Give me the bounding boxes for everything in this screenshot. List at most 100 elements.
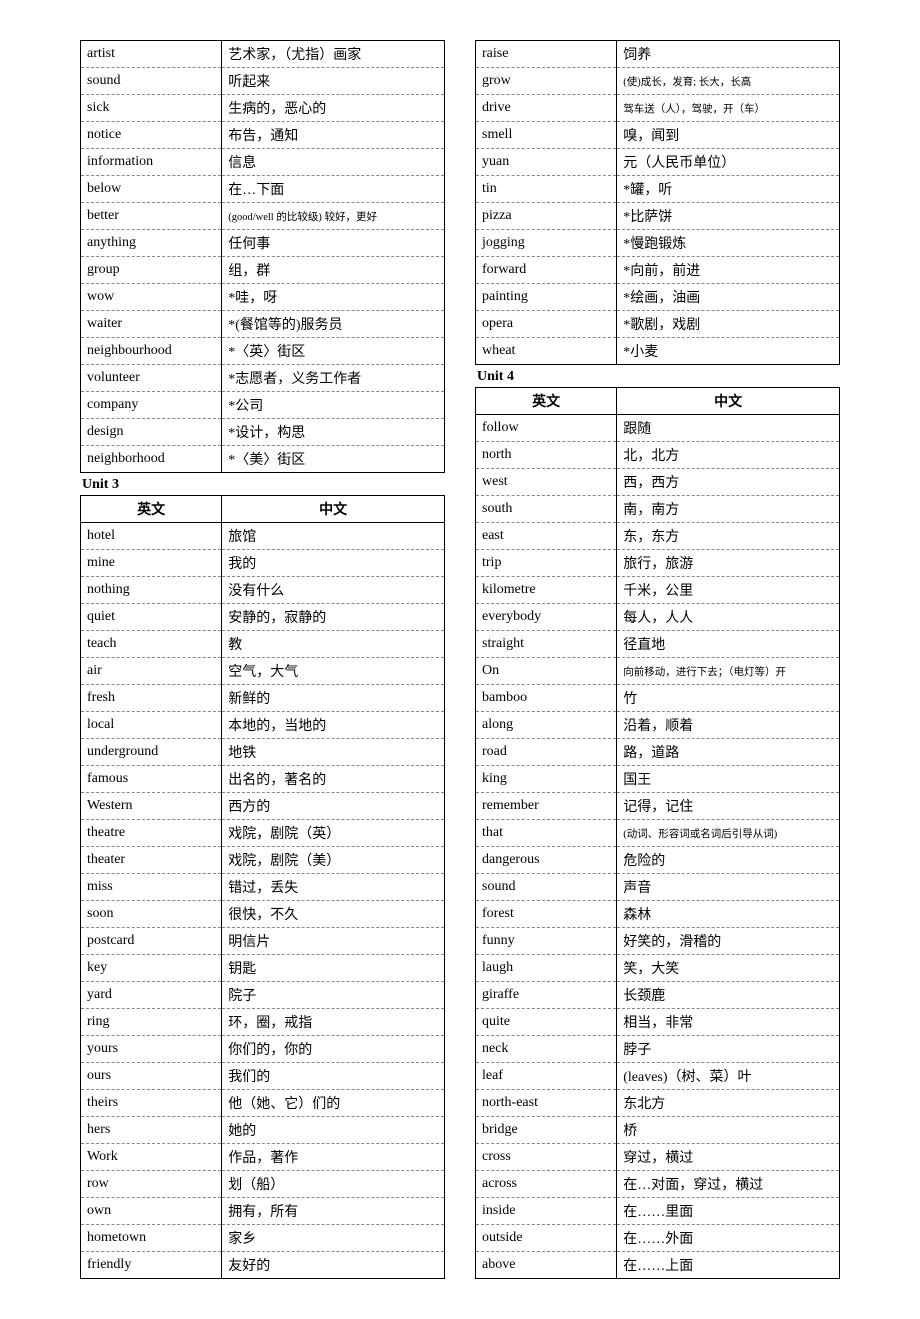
- table-row: nothing没有什么: [81, 577, 445, 604]
- vocab-cn: 脖子: [617, 1036, 840, 1063]
- table-row: neighborhood*〈美〉街区: [81, 446, 445, 473]
- table-row: row划（船）: [81, 1171, 445, 1198]
- vocab-cn: 东北方: [617, 1090, 840, 1117]
- table-row: east东，东方: [476, 523, 840, 550]
- vocab-en: quite: [476, 1009, 617, 1036]
- vocab-cn: *设计，构思: [222, 419, 445, 446]
- vocab-en: road: [476, 739, 617, 766]
- vocab-en: follow: [476, 415, 617, 442]
- table-row: pizza*比萨饼: [476, 203, 840, 230]
- vocab-cn: *哇，呀: [222, 284, 445, 311]
- vocab-en: wheat: [476, 338, 617, 365]
- vocab-cn: *(餐馆等的)服务员: [222, 311, 445, 338]
- vocab-en: postcard: [81, 928, 222, 955]
- table-row: wheat*小麦: [476, 338, 840, 365]
- table-row: below在…下面: [81, 176, 445, 203]
- vocab-en: mine: [81, 550, 222, 577]
- table-row: raise饲养: [476, 41, 840, 68]
- unit3-title: Unit 3: [80, 473, 445, 495]
- vocab-cn: 驾车送（人），驾驶，开（车）: [617, 95, 840, 122]
- vocab-cn: (动词、形容词或名词后引导从词): [617, 820, 840, 847]
- vocab-cn: 嗅，闻到: [617, 122, 840, 149]
- table-row: artist艺术家，（尤指）画家: [81, 41, 445, 68]
- vocab-cn: (leaves)（树、菜）叶: [617, 1063, 840, 1090]
- vocab-cn: 他（她、它）们的: [222, 1090, 445, 1117]
- table-row: own拥有，所有: [81, 1198, 445, 1225]
- vocab-en: neighborhood: [81, 446, 222, 473]
- vocab-cn: 相当，非常: [617, 1009, 840, 1036]
- vocab-cn: *歌剧，戏剧: [617, 311, 840, 338]
- table-row: above在……上面: [476, 1252, 840, 1279]
- vocab-en: trip: [476, 550, 617, 577]
- table-row: smell嗅，闻到: [476, 122, 840, 149]
- vocab-cn: 新鲜的: [222, 685, 445, 712]
- table-row: Western西方的: [81, 793, 445, 820]
- table-row: jogging*慢跑锻炼: [476, 230, 840, 257]
- table-row: group组，群: [81, 257, 445, 284]
- vocab-cn: 旅行，旅游: [617, 550, 840, 577]
- vocab-cn: 作品，著作: [222, 1144, 445, 1171]
- vocab-en: kilometre: [476, 577, 617, 604]
- vocab-cn: *〈英〉街区: [222, 338, 445, 365]
- unit4-title: Unit 4: [475, 365, 840, 387]
- table-row: along沿着，顺着: [476, 712, 840, 739]
- table-row: drive驾车送（人），驾驶，开（车）: [476, 95, 840, 122]
- vocab-cn: 教: [222, 631, 445, 658]
- vocab-en: sound: [81, 68, 222, 95]
- vocab-en: north: [476, 442, 617, 469]
- vocab-en: group: [81, 257, 222, 284]
- table-row: west西，西方: [476, 469, 840, 496]
- vocab-cn: 地铁: [222, 739, 445, 766]
- vocab-cn: 千米，公里: [617, 577, 840, 604]
- table-row: fresh新鲜的: [81, 685, 445, 712]
- vocab-en: remember: [476, 793, 617, 820]
- vocab-en: Western: [81, 793, 222, 820]
- table-row: sound听起来: [81, 68, 445, 95]
- vocab-en: design: [81, 419, 222, 446]
- header-cn: 中文: [222, 496, 445, 523]
- table-row: trip旅行，旅游: [476, 550, 840, 577]
- vocab-cn: *志愿者，义务工作者: [222, 365, 445, 392]
- vocab-en: artist: [81, 41, 222, 68]
- vocab-cn: 南，南方: [617, 496, 840, 523]
- vocab-cn: 布告，通知: [222, 122, 445, 149]
- table-row: dangerous危险的: [476, 847, 840, 874]
- vocab-en: along: [476, 712, 617, 739]
- table-row: postcard明信片: [81, 928, 445, 955]
- vocab-cn: 我们的: [222, 1063, 445, 1090]
- vocab-en: everybody: [476, 604, 617, 631]
- table-row: notice布告，通知: [81, 122, 445, 149]
- vocab-cn: 记得，记住: [617, 793, 840, 820]
- vocab-cn: 东，东方: [617, 523, 840, 550]
- vocab-cn: 北，北方: [617, 442, 840, 469]
- vocab-en: grow: [476, 68, 617, 95]
- vocab-en: theirs: [81, 1090, 222, 1117]
- vocab-en: jogging: [476, 230, 617, 257]
- vocab-cn: *向前，前进: [617, 257, 840, 284]
- table-row: ours我们的: [81, 1063, 445, 1090]
- vocab-en: notice: [81, 122, 222, 149]
- vocab-cn: 西，西方: [617, 469, 840, 496]
- vocab-cn: (使)成长，发育; 长大，长高: [617, 68, 840, 95]
- table-row: forest森林: [476, 901, 840, 928]
- vocab-cn: 错过，丢失: [222, 874, 445, 901]
- vocab-en: neighbourhood: [81, 338, 222, 365]
- table-row: north-east东北方: [476, 1090, 840, 1117]
- vocab-cn: 好笑的，滑稽的: [617, 928, 840, 955]
- vocab-table-left-2: 英文中文hotel旅馆mine我的nothing没有什么quiet安静的，寂静的…: [80, 495, 445, 1279]
- vocab-en: theatre: [81, 820, 222, 847]
- vocab-en: anything: [81, 230, 222, 257]
- vocab-en: across: [476, 1171, 617, 1198]
- vocab-cn: 国王: [617, 766, 840, 793]
- table-row: hometown家乡: [81, 1225, 445, 1252]
- vocab-en: west: [476, 469, 617, 496]
- table-row: theater戏院，剧院（美）: [81, 847, 445, 874]
- table-row: anything任何事: [81, 230, 445, 257]
- table-row: laugh笑，大笑: [476, 955, 840, 982]
- table-row: company*公司: [81, 392, 445, 419]
- vocab-en: row: [81, 1171, 222, 1198]
- vocab-cn: 艺术家，（尤指）画家: [222, 41, 445, 68]
- vocab-en: inside: [476, 1198, 617, 1225]
- vocab-en: above: [476, 1252, 617, 1279]
- vocab-cn: 我的: [222, 550, 445, 577]
